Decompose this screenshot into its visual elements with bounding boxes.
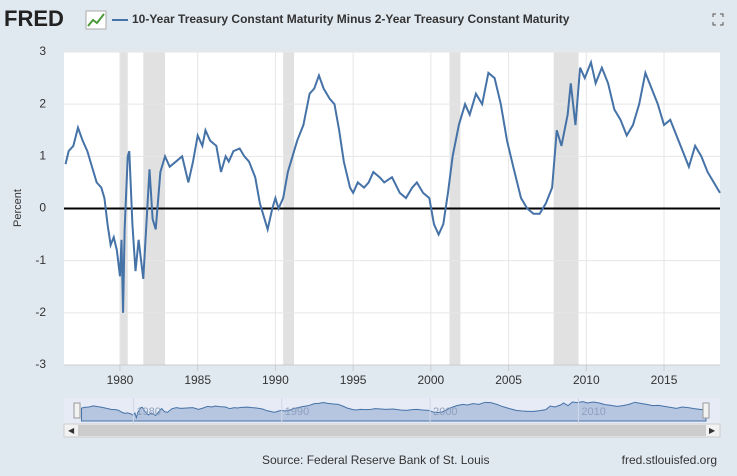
x-tick-label: 1995 [340, 373, 367, 387]
chart-title: 10-Year Treasury Constant Maturity Minus… [132, 12, 570, 26]
fullscreen-icon[interactable] [712, 13, 724, 26]
navigator-tick-label: 2010 [581, 406, 605, 418]
x-tick-label: 2000 [418, 373, 445, 387]
y-tick-label: -1 [35, 253, 46, 267]
x-tick-label: 2010 [573, 373, 600, 387]
y-tick-label: -2 [35, 305, 46, 319]
y-tick-label: 0 [39, 201, 46, 215]
navigator-tick-label: 1990 [285, 406, 309, 418]
x-tick-label: 2005 [495, 373, 522, 387]
x-tick-label: 1980 [107, 373, 134, 387]
y-tick-label: 3 [39, 44, 46, 58]
x-tick-label: 1985 [184, 373, 211, 387]
x-tick-label: 1990 [262, 373, 289, 387]
navigator-handle-right[interactable] [702, 402, 710, 419]
navigator-handle-left[interactable] [73, 402, 81, 419]
navigator-tick-label: 1980 [136, 406, 160, 418]
logo-icon [85, 10, 107, 30]
navigator-area [80, 401, 707, 422]
x-tick-label: 2015 [651, 373, 678, 387]
logo: FRED [4, 6, 64, 31]
scrollbar-thumb[interactable] [78, 425, 706, 436]
y-tick-label: 1 [39, 149, 46, 163]
navigator-tick-label: 2000 [433, 406, 457, 418]
source: Source: Federal Reserve Bank of St. Loui… [262, 453, 489, 467]
scroll-right[interactable]: ▶ [709, 426, 716, 435]
y-tick-label: 2 [39, 96, 46, 110]
y-tick-label: -3 [35, 357, 46, 371]
y-axis-label: Percent [12, 189, 24, 227]
line-series [64, 59, 721, 313]
site: fred.stlouisfed.org [622, 453, 717, 467]
scroll-left[interactable]: ◀ [68, 426, 75, 435]
